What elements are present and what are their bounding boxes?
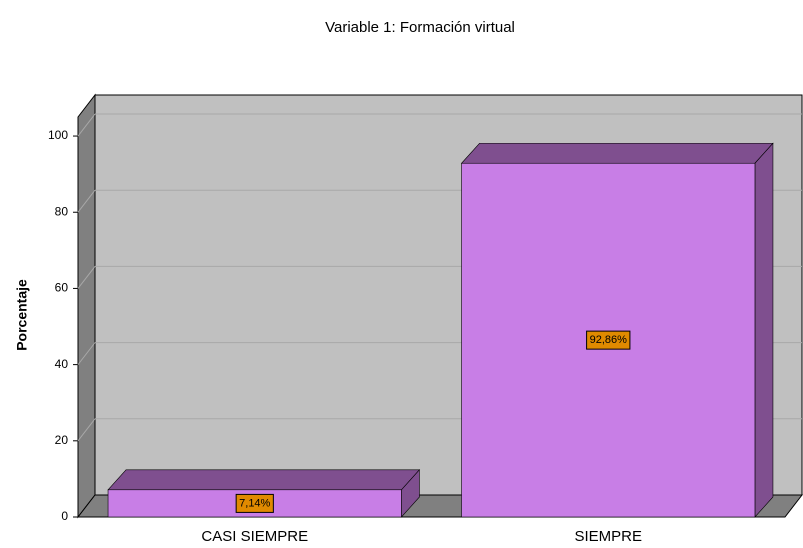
grid-line [77,266,96,289]
grid-line [77,189,96,213]
y-tick-label: 60 [55,281,69,295]
x-tick-label: SIEMPRE [574,528,642,545]
bar-side [754,142,774,518]
chart-title: Variable 1: Formación virtual [325,19,515,36]
y-tick-label: 40 [55,357,69,371]
y-tick-label: 0 [61,509,68,523]
bar-top [107,469,421,491]
value-label: 7,14% [239,497,270,509]
y-tick-label: 100 [48,128,68,142]
grid-line [77,113,96,137]
y-tick-label: 20 [55,433,69,447]
y-axis-title: Porcentaje [14,279,30,351]
value-label-box [586,330,631,350]
y-tick-label: 80 [55,204,69,218]
side-wall [77,93,96,519]
value-label: 92,86% [590,334,628,346]
grid-line [77,342,96,365]
x-tick-label: CASI SIEMPRE [201,528,308,545]
bar-top [460,142,774,164]
value-label-box [235,493,274,513]
grid-line [77,418,96,442]
